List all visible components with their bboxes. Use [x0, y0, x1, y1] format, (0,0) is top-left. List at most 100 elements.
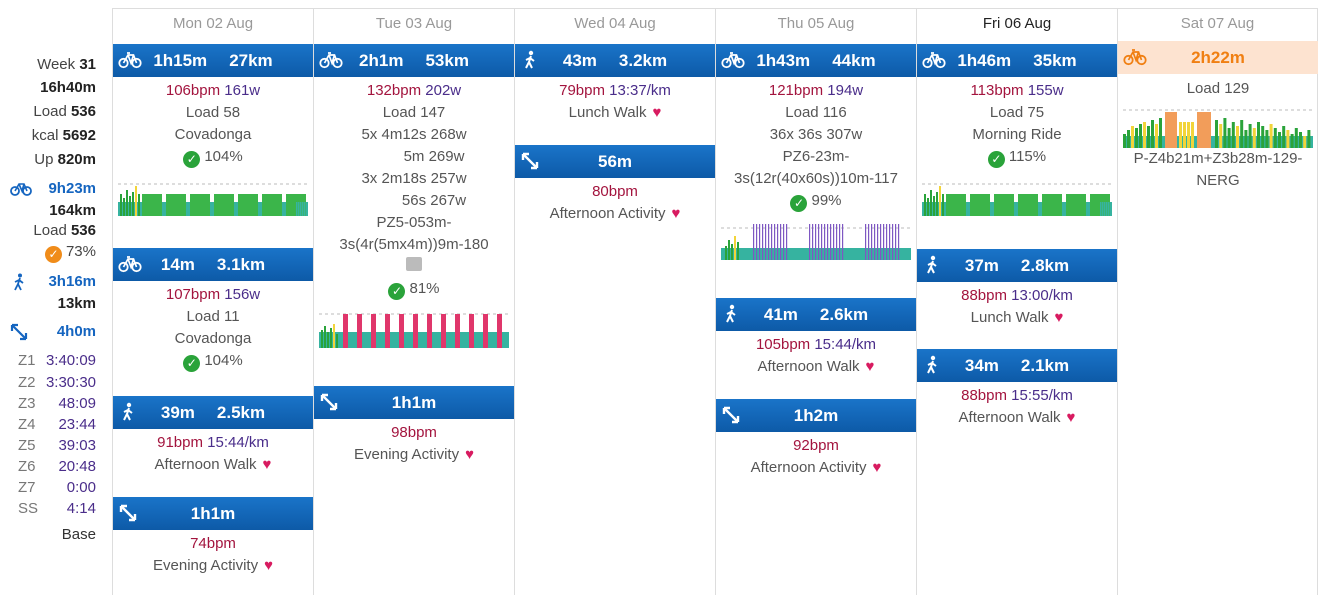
chart-bar	[371, 314, 376, 348]
chart-bar	[1307, 130, 1311, 148]
activity-card[interactable]: 1h46m 35km 113bpm 155w Load 75 Morning Ri…	[917, 44, 1117, 216]
activity-name: Morning Ride	[972, 126, 1062, 143]
chart-bar	[839, 224, 841, 260]
chart-bar	[1219, 124, 1223, 148]
chart-bar	[936, 192, 938, 216]
activity-card[interactable]: 39m 2.5km 91bpm 15:44/km Afternoon Walk ♥	[113, 396, 313, 476]
chart-bar	[1018, 194, 1038, 216]
check-icon: ✓	[183, 355, 201, 372]
chart-bar	[771, 224, 773, 260]
activity-card[interactable]: 1h15m 27km 106bpm 161w Load 58 Covadonga …	[113, 44, 313, 216]
day-header[interactable]: Fri 06 Aug	[982, 15, 1052, 32]
chart-bar	[357, 314, 362, 348]
day-column-tue: Tue 03 Aug 2h1m 53km 132bpm 202w Load 147…	[313, 9, 514, 595]
chart-bar	[942, 194, 944, 216]
chart-bar	[123, 198, 125, 216]
day-column-thu: Thu 05 Aug 1h43m 44km 121bpm 194w Load 11…	[715, 9, 916, 595]
activity-card[interactable]: 14m 3.1km 107bpm 156w Load 11 Covadonga ✓…	[113, 248, 313, 372]
check-icon: ✓	[987, 151, 1005, 168]
week-summary: Week 31 16h40m Load 536 kcal 5692 Up 820…	[0, 0, 112, 595]
chart-bar	[1303, 136, 1307, 148]
chart-bar	[1179, 122, 1182, 148]
activity-card[interactable]: 1h1m 98bpm Evening Activity ♥	[314, 386, 514, 466]
ride-time: 9h23m	[48, 180, 96, 197]
chart-bar	[336, 334, 338, 348]
activity-chart	[922, 183, 1112, 216]
chart-bar	[238, 194, 258, 216]
chart-bar	[889, 224, 891, 260]
chart-bar	[1273, 128, 1277, 148]
chart-bar	[1223, 118, 1227, 148]
check-icon: ✓	[790, 195, 808, 212]
chart-bar	[262, 194, 282, 216]
broken-heart-icon: ♥	[1066, 409, 1076, 426]
chart-bar	[886, 224, 888, 260]
activity-card[interactable]: 1h2m 92bpm Afternoon Activity ♥	[716, 399, 916, 479]
week-elevation: Up 820m	[34, 151, 96, 168]
chart-bar	[1108, 202, 1110, 216]
comment-icon[interactable]	[406, 257, 422, 271]
activity-card[interactable]: 34m 2.1km 88bpm 15:55/km Afternoon Walk ♥	[917, 349, 1117, 429]
broken-heart-icon: ♥	[671, 205, 681, 222]
chart-bar	[1131, 126, 1134, 148]
chart-bar	[1197, 112, 1211, 148]
day-header[interactable]: Tue 03 Aug	[375, 15, 453, 32]
day-header[interactable]: Mon 02 Aug	[172, 15, 254, 32]
chart-bar	[1290, 134, 1294, 148]
chart-bar	[753, 224, 755, 260]
chart-bar	[1143, 122, 1146, 148]
chart-bar	[1244, 130, 1248, 148]
chart-bar	[135, 186, 137, 216]
chart-bar	[1104, 202, 1106, 216]
chart-bar	[737, 242, 739, 260]
chart-bar	[871, 224, 873, 260]
calendar-grid: Mon 02 Aug 1h15m 27km 106bpm 161w Load 58…	[112, 8, 1318, 595]
activity-card[interactable]: 37m 2.8km 88bpm 13:00/km Lunch Walk ♥	[917, 249, 1117, 329]
chart-bar	[815, 224, 817, 260]
activity-chart	[319, 313, 509, 348]
chart-bar	[930, 190, 932, 216]
day-header[interactable]: Thu 05 Aug	[777, 15, 855, 32]
chart-bar	[1187, 122, 1190, 148]
chart-bar	[399, 314, 404, 348]
day-header[interactable]: Wed 04 Aug	[574, 15, 656, 32]
chart-bar	[1294, 128, 1298, 148]
walk-icon	[922, 255, 946, 275]
chart-bar	[898, 224, 900, 260]
activity-card[interactable]: 56m 80bpm Afternoon Activity ♥	[515, 145, 715, 225]
other-activity-icon	[118, 503, 142, 523]
activity-name: Evening Activity ♥	[354, 446, 474, 463]
chart-bar	[118, 202, 308, 216]
chart-bar	[190, 194, 210, 216]
activity-card[interactable]: 43m 3.2km 79bpm 13:37/km Lunch Walk ♥	[515, 44, 715, 124]
bike-icon	[319, 50, 343, 70]
chart-bar	[946, 194, 966, 216]
day-header[interactable]: Sat 07 Aug	[1180, 15, 1255, 32]
chart-bar	[298, 202, 300, 216]
chart-bar	[883, 224, 885, 260]
activity-card[interactable]: 2h1m 53km 132bpm 202w Load 147 5x 4m12s 2…	[314, 44, 514, 348]
check-icon: ✓	[44, 246, 62, 263]
chart-bar	[939, 186, 941, 216]
planned-workout-card[interactable]: 2h22m Load 129 P-Z4b21m+Z3b28m-129- NERG	[1118, 41, 1318, 192]
chart-bar	[836, 224, 838, 260]
bike-icon	[721, 50, 745, 70]
chart-bar	[483, 314, 488, 348]
broken-heart-icon: ♥	[872, 459, 882, 476]
walk-icon	[14, 273, 24, 291]
chart-bar	[1123, 134, 1126, 148]
chart-bar	[1261, 126, 1265, 148]
activity-card[interactable]: 41m 2.6km 105bpm 15:44/km Afternoon Walk ♥	[716, 298, 916, 378]
activity-card[interactable]: 1h1m 74bpm Evening Activity ♥	[113, 497, 313, 577]
chart-bar	[327, 332, 329, 348]
chart-bar	[765, 224, 767, 260]
chart-bar	[768, 224, 770, 260]
chart-bar	[827, 224, 829, 260]
chart-bar	[874, 224, 876, 260]
activity-card[interactable]: 1h43m 44km 121bpm 194w Load 116 36x 36s 3…	[716, 44, 916, 260]
chart-bar	[138, 194, 140, 216]
chart-bar	[1286, 130, 1290, 148]
chart-bar	[324, 326, 326, 348]
chart-bar	[924, 194, 926, 216]
ride-compliance: ✓ 73%	[44, 243, 96, 263]
